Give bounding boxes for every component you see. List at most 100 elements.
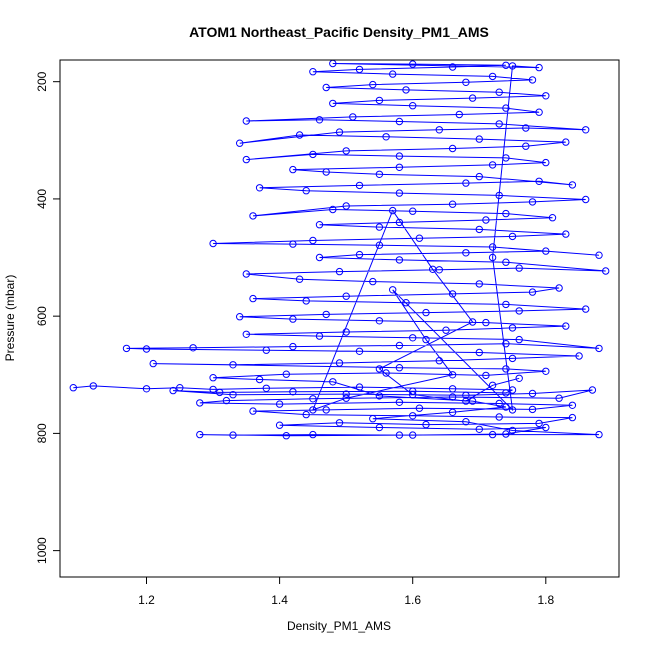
data-point bbox=[355, 383, 364, 391]
data-point bbox=[382, 369, 390, 377]
data-point bbox=[422, 308, 430, 317]
data-point bbox=[342, 202, 350, 210]
data-point bbox=[462, 179, 470, 187]
data-point bbox=[216, 388, 224, 397]
data-point bbox=[455, 110, 463, 119]
data-point bbox=[448, 290, 457, 298]
data-point bbox=[488, 161, 497, 169]
data-point bbox=[262, 346, 270, 354]
data-point bbox=[395, 163, 404, 172]
data-point bbox=[382, 133, 390, 141]
data-point bbox=[242, 117, 251, 125]
data-point bbox=[522, 124, 530, 132]
data-point bbox=[302, 297, 310, 305]
chart-title: ATOM1 Northeast_Pacific Density_PM1_AMS bbox=[189, 24, 489, 40]
data-point bbox=[349, 113, 357, 121]
data-point bbox=[568, 413, 577, 422]
data-point bbox=[335, 128, 344, 136]
x-tick-label: 1.6 bbox=[404, 593, 421, 607]
data-point bbox=[488, 381, 497, 389]
data-point bbox=[176, 384, 184, 392]
data-point bbox=[375, 96, 384, 105]
data-point bbox=[508, 386, 517, 394]
data-point bbox=[309, 430, 317, 439]
data-point bbox=[502, 403, 510, 411]
data-point bbox=[482, 371, 490, 380]
data-point bbox=[322, 83, 330, 92]
data-point bbox=[409, 412, 417, 420]
data-point bbox=[355, 181, 364, 190]
y-tick-label: 200 bbox=[35, 71, 49, 91]
data-point bbox=[495, 413, 503, 421]
data-point bbox=[309, 150, 317, 159]
data-point bbox=[488, 72, 497, 81]
data-point bbox=[582, 195, 590, 204]
data-point bbox=[282, 432, 290, 440]
data-point bbox=[409, 387, 417, 395]
data-point bbox=[562, 322, 570, 330]
data-point bbox=[475, 348, 483, 357]
data-point bbox=[508, 232, 517, 241]
data-point bbox=[448, 144, 457, 153]
data-point bbox=[528, 288, 537, 296]
data-point bbox=[355, 347, 364, 355]
data-point bbox=[375, 223, 384, 231]
data-point bbox=[555, 284, 563, 292]
data-point bbox=[402, 299, 410, 307]
data-point bbox=[329, 99, 337, 108]
series-line bbox=[73, 63, 606, 437]
data-point bbox=[395, 256, 404, 264]
data-point bbox=[422, 420, 430, 429]
x-tick-label: 1.4 bbox=[271, 593, 288, 607]
data-point bbox=[508, 324, 517, 332]
data-point bbox=[402, 86, 410, 94]
y-tick-label: 800 bbox=[35, 423, 49, 443]
data-point bbox=[595, 251, 603, 259]
data-point bbox=[375, 423, 384, 432]
data-point bbox=[508, 406, 517, 414]
y-axis: 200 400 600 800 1000 bbox=[35, 71, 61, 564]
data-point bbox=[482, 216, 490, 224]
data-point bbox=[289, 388, 297, 396]
data-point bbox=[448, 63, 457, 71]
data-point bbox=[495, 120, 503, 128]
data-point bbox=[502, 430, 510, 438]
data-point bbox=[488, 243, 497, 251]
data-point bbox=[342, 390, 350, 398]
x-axis: 1.2 1.4 1.6 1.8 bbox=[138, 576, 554, 607]
data-point bbox=[369, 80, 377, 89]
data-point bbox=[89, 382, 98, 390]
data-point bbox=[582, 305, 590, 313]
data-point bbox=[495, 399, 503, 408]
data-point bbox=[582, 126, 590, 134]
data-point bbox=[502, 209, 510, 218]
data-point bbox=[236, 313, 244, 321]
data-point bbox=[462, 78, 470, 87]
data-point bbox=[229, 431, 237, 439]
data-point bbox=[69, 384, 78, 392]
data-point bbox=[588, 386, 597, 394]
data-point bbox=[482, 318, 490, 327]
data-point bbox=[495, 88, 503, 96]
data-point bbox=[249, 407, 257, 415]
data-point bbox=[242, 155, 251, 164]
data-point bbox=[389, 70, 397, 78]
data-point bbox=[429, 265, 437, 273]
data-point bbox=[448, 408, 457, 416]
data-point bbox=[395, 431, 404, 439]
data-point bbox=[342, 292, 350, 300]
data-point bbox=[262, 384, 270, 392]
data-point bbox=[502, 104, 510, 112]
data-point bbox=[395, 364, 404, 372]
data-point bbox=[149, 359, 157, 368]
data-point bbox=[355, 250, 364, 259]
data-point bbox=[508, 426, 517, 435]
data-point bbox=[229, 361, 237, 369]
data-point bbox=[535, 63, 543, 72]
data-point bbox=[502, 389, 510, 397]
data-point bbox=[189, 344, 197, 352]
data-point bbox=[568, 181, 577, 189]
data-point bbox=[342, 394, 350, 402]
data-point bbox=[462, 391, 470, 399]
